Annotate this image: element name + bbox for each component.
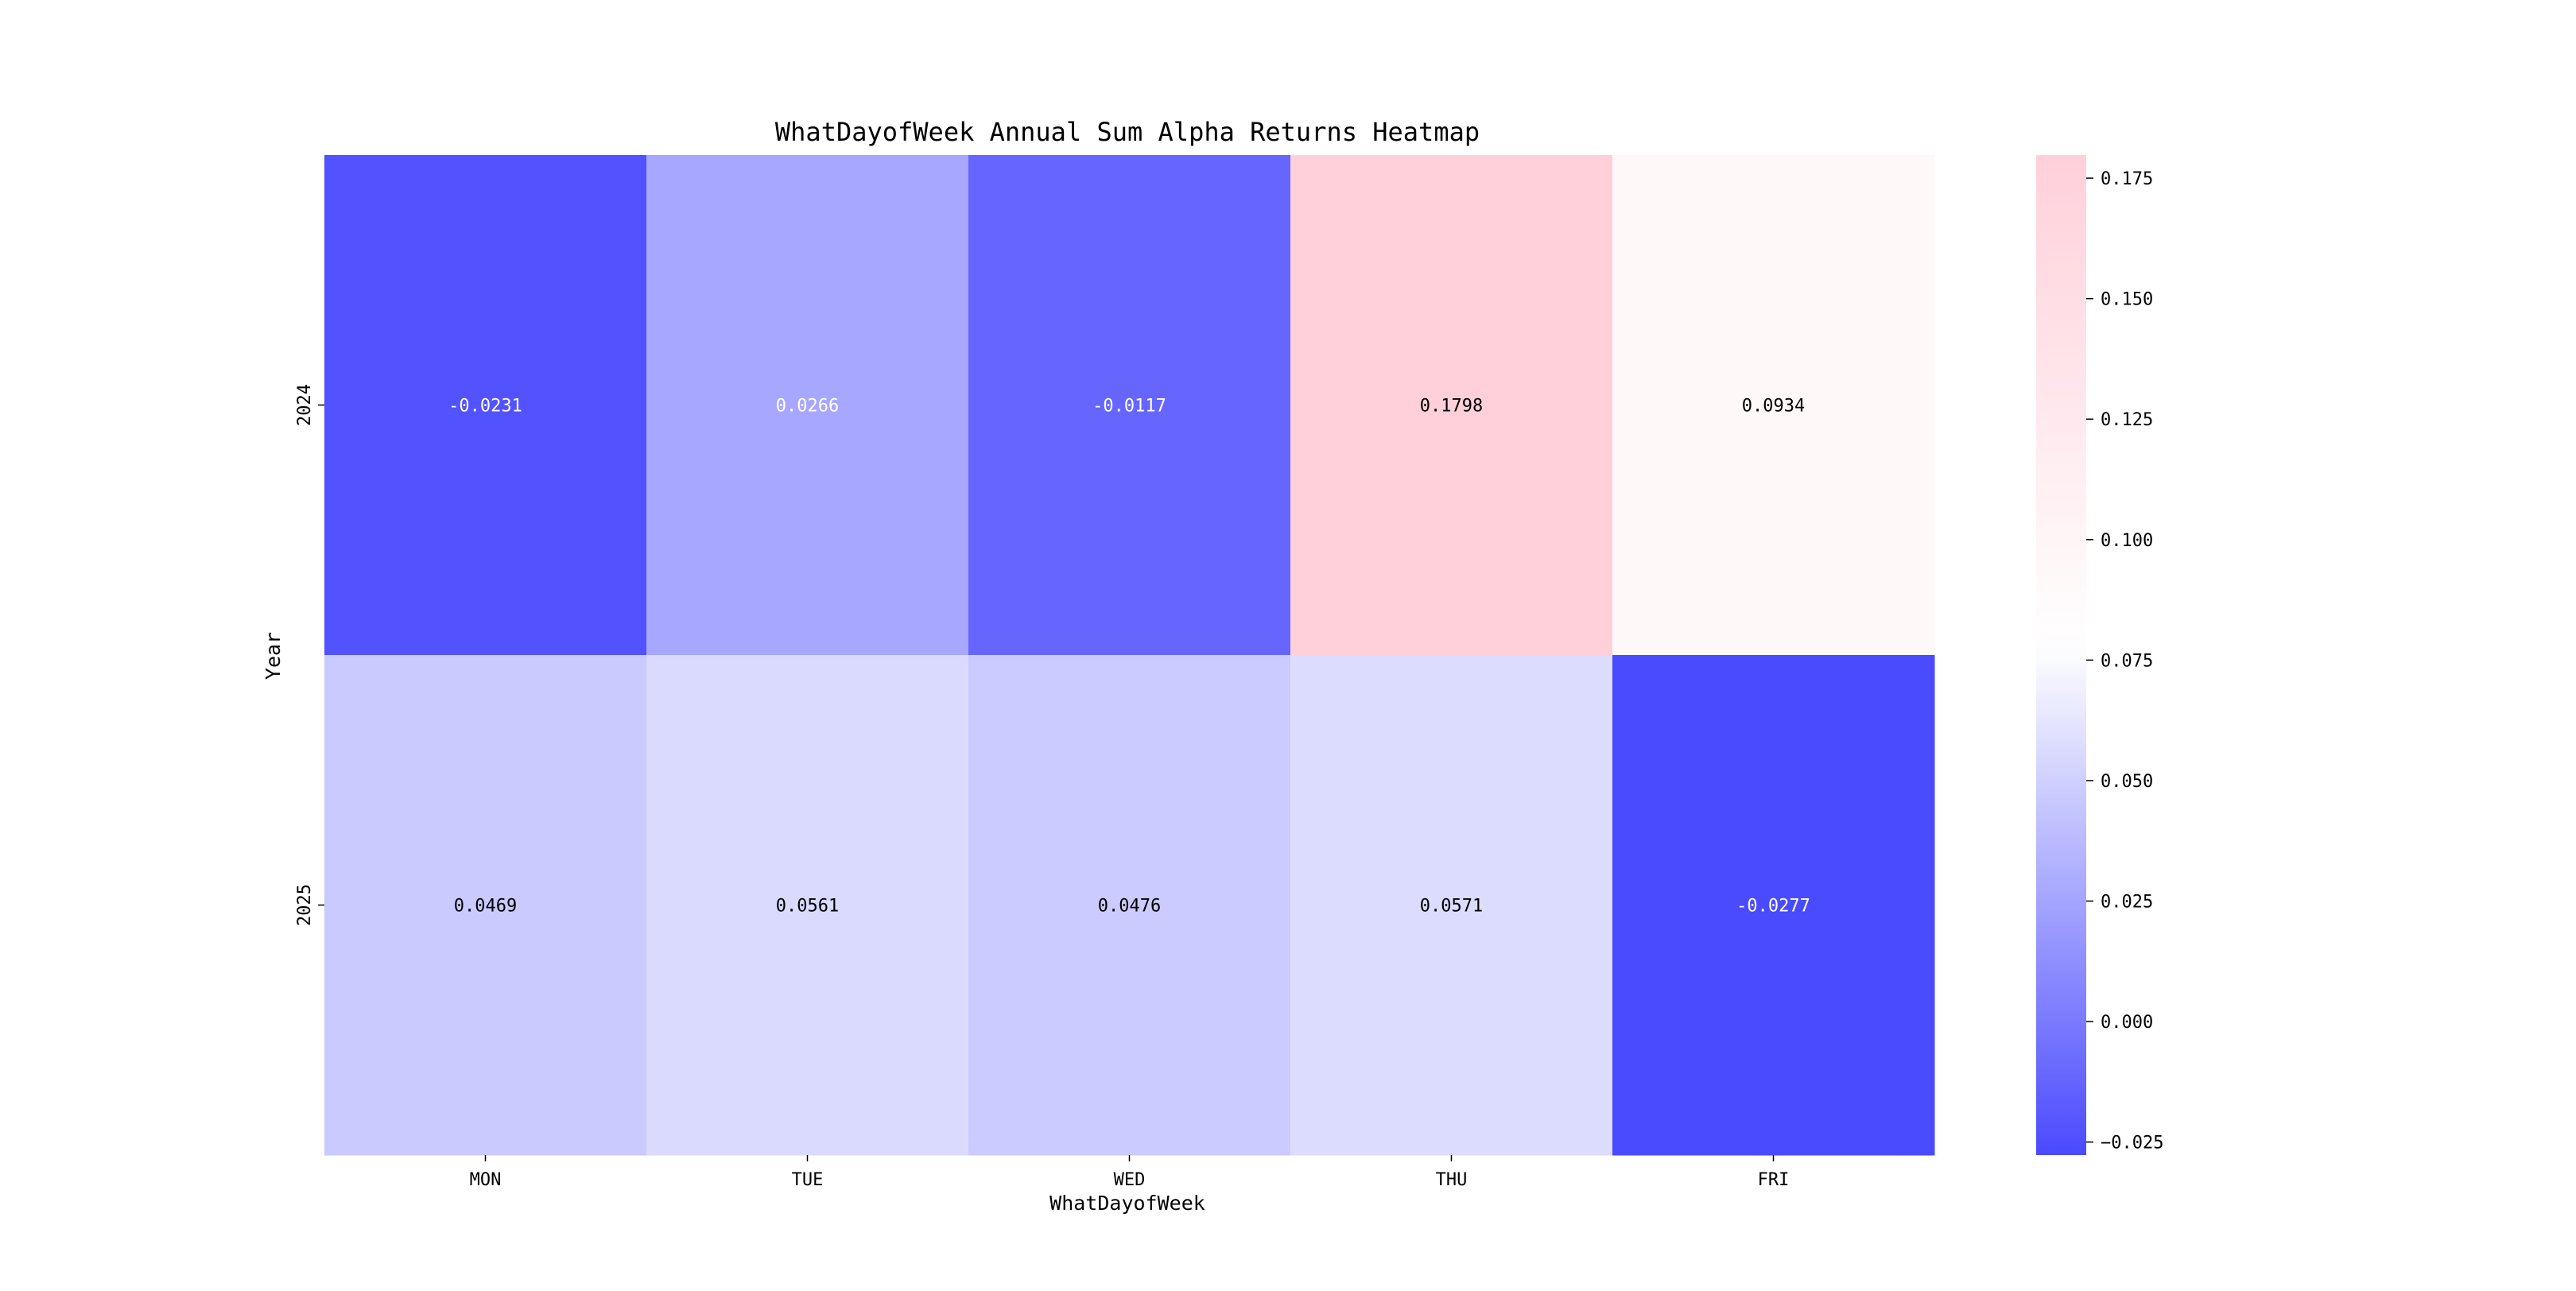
cell-value-label: 0.0476 bbox=[1098, 897, 1161, 917]
heatmap-cell bbox=[324, 655, 647, 1156]
heatmap-cell bbox=[968, 155, 1291, 656]
cell-value-label: -0.0231 bbox=[448, 397, 522, 417]
heatmap-cell bbox=[324, 155, 647, 656]
heatmap-cell bbox=[1612, 155, 1935, 656]
y-tick-label: 2024 bbox=[295, 384, 315, 426]
chart-title: WhatDayofWeek Annual Sum Alpha Returns H… bbox=[775, 117, 1480, 147]
cell-value-label: 0.0266 bbox=[776, 397, 839, 417]
x-axis-label: WhatDayofWeek bbox=[1049, 1192, 1205, 1215]
cell-value-label: -0.0277 bbox=[1736, 897, 1810, 917]
heatmap-cell bbox=[646, 155, 969, 656]
colorbar-tick-label: 0.150 bbox=[2101, 290, 2153, 310]
cell-value-label: 0.1798 bbox=[1420, 397, 1483, 417]
x-axis: MON TUE WED THU FRI bbox=[470, 1155, 1790, 1190]
y-axis: 2024 2025 bbox=[295, 384, 324, 926]
colorbar-tick-label: −0.025 bbox=[2101, 1134, 2163, 1153]
colorbar-ticks: 0.175 0.150 0.125 0.100 0.075 0.050 0.025 0.000… bbox=[2086, 169, 2163, 1153]
heatmap-cell bbox=[1290, 655, 1613, 1156]
heatmap-cells bbox=[324, 155, 1935, 1156]
heatmap-cell bbox=[646, 655, 969, 1156]
colorbar-tick-label: 0.025 bbox=[2101, 892, 2153, 912]
x-tick-label: TUE bbox=[792, 1170, 824, 1190]
cell-value-label: 0.0469 bbox=[454, 897, 517, 917]
colorbar bbox=[2036, 155, 2086, 1155]
colorbar-tick-label: 0.125 bbox=[2101, 410, 2153, 430]
y-tick-label: 2025 bbox=[295, 884, 315, 926]
x-tick-label: THU bbox=[1436, 1170, 1468, 1190]
colorbar-tick-label: 0.050 bbox=[2101, 772, 2153, 792]
cell-value-labels: -0.0231 0.0266 -0.0117 0.1798 0.0934 0.0469 0.… bbox=[448, 397, 1810, 917]
colorbar-tick-label: 0.175 bbox=[2101, 169, 2153, 189]
colorbar-tick-label: 0.075 bbox=[2101, 651, 2153, 671]
cell-value-label: 0.0561 bbox=[776, 897, 839, 917]
heatmap-cell bbox=[968, 655, 1291, 1156]
colorbar-tick-label: 0.000 bbox=[2101, 1013, 2153, 1033]
cell-value-label: 0.0934 bbox=[1742, 397, 1805, 417]
heatmap-cell bbox=[1290, 155, 1613, 656]
cell-value-label: -0.0117 bbox=[1092, 397, 1166, 417]
x-tick-label: MON bbox=[470, 1170, 502, 1190]
y-axis-label: Year bbox=[262, 632, 285, 680]
x-tick-label: WED bbox=[1114, 1170, 1146, 1190]
cell-value-label: 0.0571 bbox=[1420, 897, 1483, 917]
heatmap-cell bbox=[1612, 655, 1935, 1156]
x-tick-label: FRI bbox=[1758, 1170, 1790, 1190]
colorbar-tick-label: 0.100 bbox=[2101, 531, 2153, 551]
